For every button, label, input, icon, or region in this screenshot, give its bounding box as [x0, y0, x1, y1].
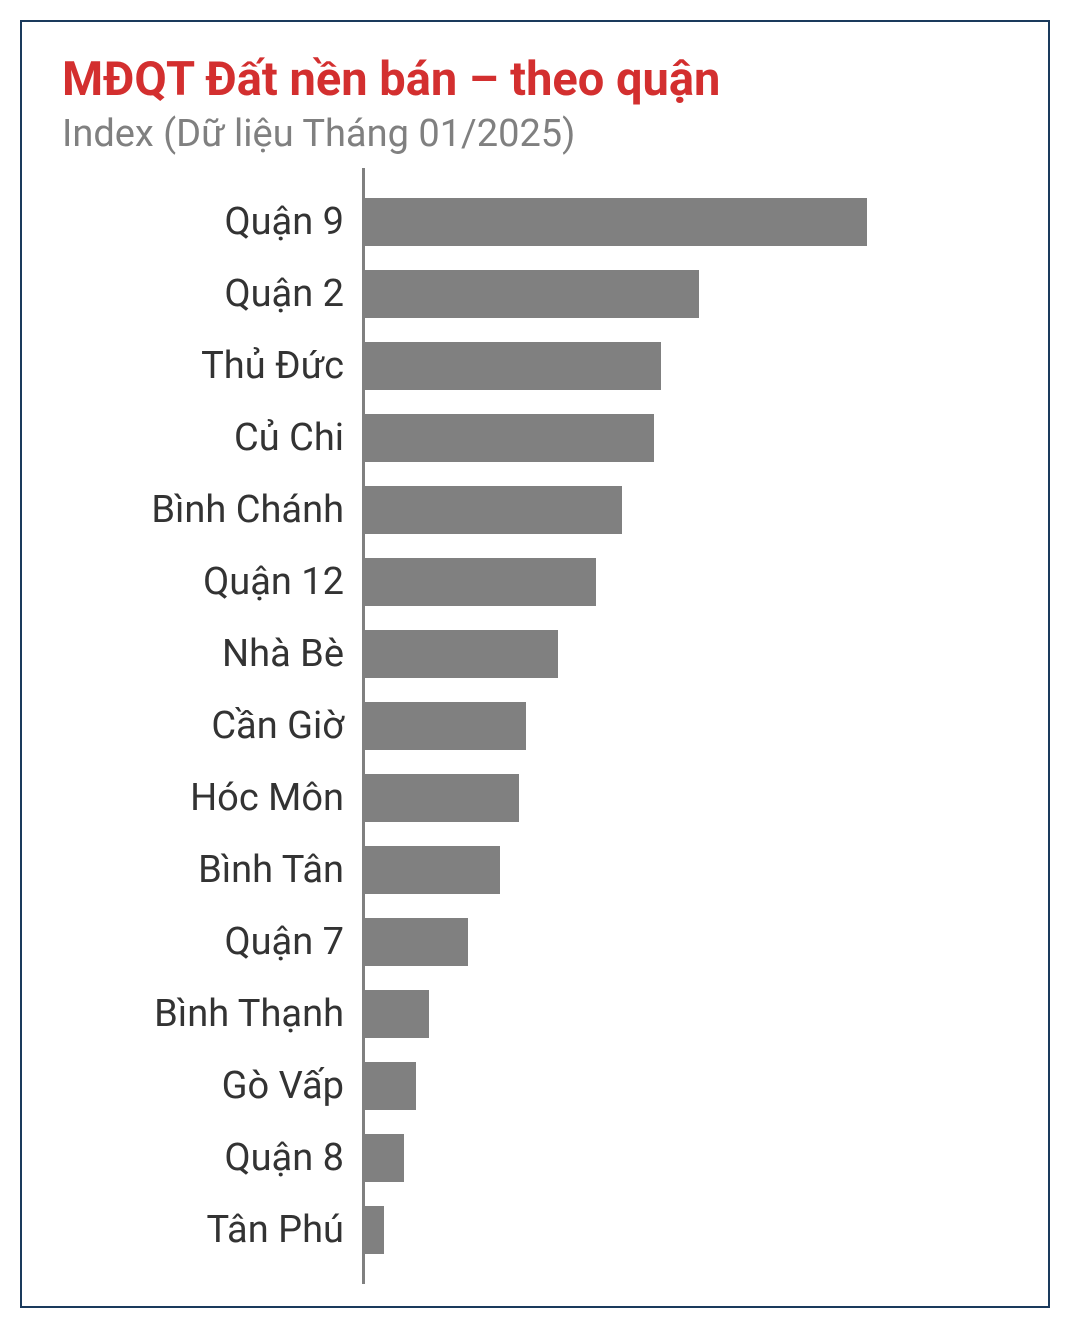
bar-label: Quận 7	[62, 920, 362, 964]
bar-label: Bình Tân	[62, 848, 362, 892]
bar-row: Hóc Môn	[62, 762, 1008, 834]
bar-row: Cần Giờ	[62, 690, 1008, 762]
bar-track	[362, 834, 1008, 906]
bar-track	[362, 474, 1008, 546]
bar-label: Quận 9	[62, 200, 362, 244]
bar-row: Quận 12	[62, 546, 1008, 618]
bar-fill	[365, 414, 654, 462]
bar-fill	[365, 846, 500, 894]
bar-fill	[365, 774, 519, 822]
bar-row: Quận 7	[62, 906, 1008, 978]
bar-track	[362, 618, 1008, 690]
bar-fill	[365, 990, 429, 1038]
chart-subtitle: Index (Dữ liệu Tháng 01/2025)	[62, 112, 1008, 156]
bar-row: Quận 2	[62, 258, 1008, 330]
bar-fill	[365, 1206, 384, 1254]
bar-row: Gò Vấp	[62, 1050, 1008, 1122]
bar-track	[362, 1050, 1008, 1122]
bar-row: Quận 9	[62, 186, 1008, 258]
bar-fill	[365, 558, 596, 606]
axis-line-top	[362, 168, 365, 186]
bar-row: Tân Phú	[62, 1194, 1008, 1266]
bar-fill	[365, 270, 699, 318]
bar-label: Quận 2	[62, 272, 362, 316]
chart-container: MĐQT Đất nền bán – theo quận Index (Dữ l…	[20, 20, 1050, 1308]
chart-title: MĐQT Đất nền bán – theo quận	[62, 52, 1008, 108]
bar-label: Cần Giờ	[62, 704, 362, 748]
chart-area: Quận 9 Quận 2 Thủ Đức Củ Chi Bình Chánh Quận …	[62, 186, 1008, 1266]
bar-label: Hóc Môn	[62, 776, 362, 820]
bar-track	[362, 906, 1008, 978]
bar-track	[362, 1194, 1008, 1266]
bar-row: Nhà Bè	[62, 618, 1008, 690]
bar-track	[362, 546, 1008, 618]
bar-row: Củ Chi	[62, 402, 1008, 474]
bar-fill	[365, 918, 468, 966]
bar-label: Nhà Bè	[62, 632, 362, 676]
bar-track	[362, 1122, 1008, 1194]
bar-track	[362, 978, 1008, 1050]
bar-fill	[365, 1062, 416, 1110]
axis-line-bottom	[362, 1266, 365, 1284]
bar-label: Bình Thạnh	[62, 992, 362, 1036]
bar-row: Bình Chánh	[62, 474, 1008, 546]
bar-fill	[365, 1134, 404, 1182]
bar-label: Tân Phú	[62, 1208, 362, 1252]
bar-label: Quận 8	[62, 1136, 362, 1180]
bar-fill	[365, 702, 526, 750]
bar-row: Quận 8	[62, 1122, 1008, 1194]
bar-track	[362, 690, 1008, 762]
bar-track	[362, 402, 1008, 474]
bar-fill	[365, 342, 661, 390]
bar-fill	[365, 630, 558, 678]
bar-track	[362, 186, 1008, 258]
bar-label: Thủ Đức	[62, 344, 362, 388]
bar-row: Bình Tân	[62, 834, 1008, 906]
bar-track	[362, 330, 1008, 402]
bar-fill	[365, 198, 867, 246]
bar-track	[362, 258, 1008, 330]
bar-label: Gò Vấp	[62, 1064, 362, 1108]
bar-track	[362, 762, 1008, 834]
bar-row: Thủ Đức	[62, 330, 1008, 402]
bar-label: Củ Chi	[62, 416, 362, 460]
bar-row: Bình Thạnh	[62, 978, 1008, 1050]
bar-label: Quận 12	[62, 560, 362, 604]
bar-label: Bình Chánh	[62, 488, 362, 532]
bar-fill	[365, 486, 622, 534]
